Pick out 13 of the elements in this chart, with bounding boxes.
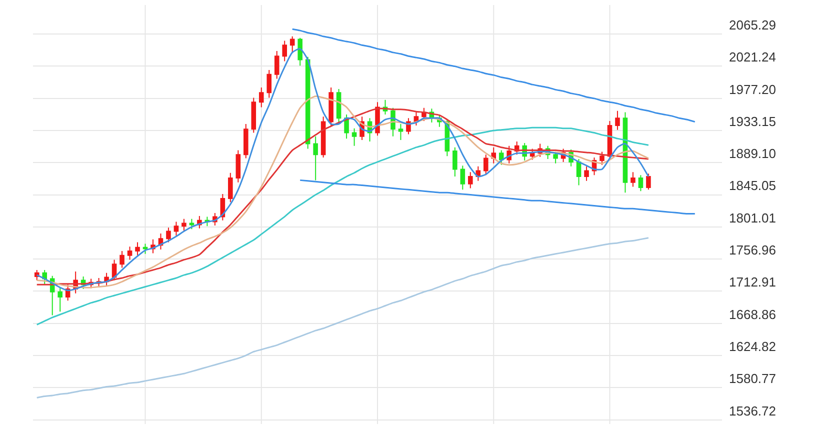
y-tick-label: 1712.91 <box>729 274 776 290</box>
y-tick-label: 1845.05 <box>729 178 776 194</box>
y-tick-label: 1580.77 <box>729 371 776 386</box>
y-tick-label: 1889.10 <box>729 146 776 162</box>
y-tick-label: 1801.01 <box>729 210 776 226</box>
y-tick-label: 1624.82 <box>729 338 776 354</box>
y-tick-label: 1536.72 <box>729 403 776 418</box>
y-tick-label: 2021.24 <box>729 50 776 65</box>
y-tick-label: 1977.20 <box>729 82 776 97</box>
y-tick-label: 1756.96 <box>729 242 776 258</box>
y-tick-label: 1668.86 <box>729 306 776 322</box>
y-tick-label: 2065.29 <box>729 17 776 32</box>
y-tick-label: 1933.15 <box>729 114 776 129</box>
